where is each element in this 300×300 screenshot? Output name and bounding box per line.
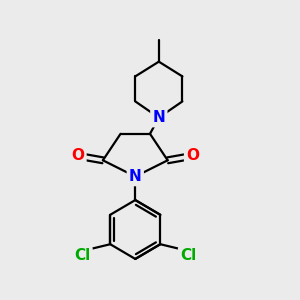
Text: O: O xyxy=(186,148,199,164)
Text: N: N xyxy=(129,169,142,184)
Text: Cl: Cl xyxy=(180,248,196,263)
Text: Cl: Cl xyxy=(74,248,90,263)
Text: N: N xyxy=(152,110,165,125)
Text: O: O xyxy=(71,148,84,164)
